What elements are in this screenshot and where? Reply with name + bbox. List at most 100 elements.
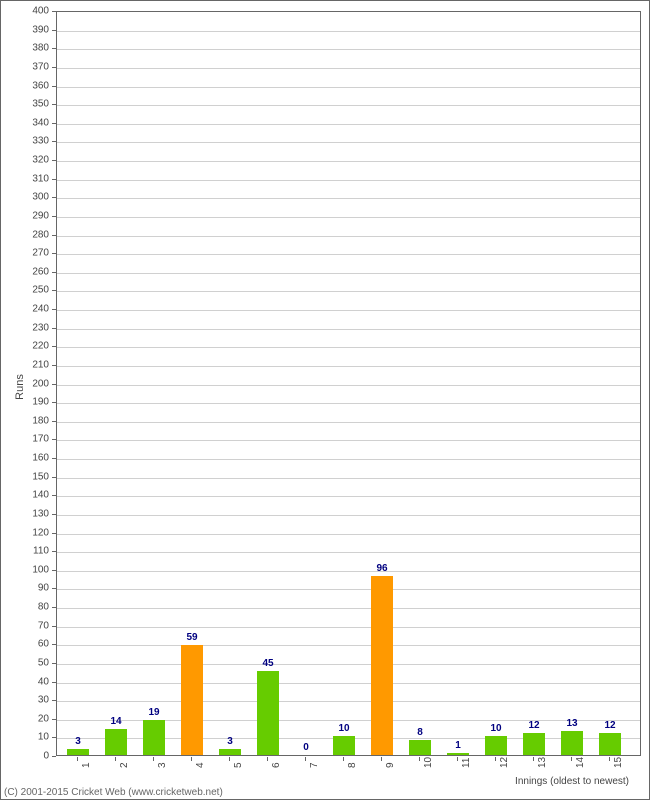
y-tick-mark bbox=[52, 384, 56, 385]
gridline bbox=[57, 589, 640, 590]
bar-value-label: 45 bbox=[262, 658, 273, 669]
chart-container: 3141959345010968110121312 Runs Innings (… bbox=[0, 0, 650, 800]
y-tick-mark bbox=[52, 290, 56, 291]
gridline bbox=[57, 105, 640, 106]
x-tick-label: 6 bbox=[271, 762, 282, 768]
gridline bbox=[57, 422, 640, 423]
y-tick-mark bbox=[52, 48, 56, 49]
y-tick-mark bbox=[52, 141, 56, 142]
y-tick-label: 290 bbox=[32, 210, 49, 221]
gridline bbox=[57, 291, 640, 292]
y-tick-label: 120 bbox=[32, 527, 49, 538]
y-tick-mark bbox=[52, 421, 56, 422]
y-tick-label: 330 bbox=[32, 136, 49, 147]
bar-value-label: 1 bbox=[455, 740, 461, 751]
y-tick-label: 280 bbox=[32, 229, 49, 240]
y-tick-label: 220 bbox=[32, 341, 49, 352]
x-tick-mark bbox=[457, 757, 458, 761]
y-tick-label: 320 bbox=[32, 155, 49, 166]
bar-value-label: 12 bbox=[604, 720, 615, 731]
y-tick-label: 0 bbox=[43, 751, 49, 762]
y-tick-mark bbox=[52, 607, 56, 608]
bar bbox=[181, 645, 203, 755]
y-tick-mark bbox=[52, 551, 56, 552]
y-tick-mark bbox=[52, 588, 56, 589]
y-tick-mark bbox=[52, 197, 56, 198]
x-tick-label: 5 bbox=[233, 762, 244, 768]
x-axis-label: Innings (oldest to newest) bbox=[515, 776, 629, 787]
y-tick-label: 190 bbox=[32, 397, 49, 408]
y-tick-mark bbox=[52, 123, 56, 124]
gridline bbox=[57, 552, 640, 553]
x-tick-mark bbox=[191, 757, 192, 761]
x-tick-label: 7 bbox=[309, 762, 320, 768]
y-tick-mark bbox=[52, 533, 56, 534]
y-tick-mark bbox=[52, 737, 56, 738]
plot-area: 3141959345010968110121312 bbox=[56, 11, 641, 756]
gridline bbox=[57, 236, 640, 237]
y-tick-label: 130 bbox=[32, 508, 49, 519]
bar bbox=[447, 753, 469, 755]
bar-value-label: 10 bbox=[490, 723, 501, 734]
gridline bbox=[57, 534, 640, 535]
gridline bbox=[57, 31, 640, 32]
gridline bbox=[57, 87, 640, 88]
y-tick-label: 140 bbox=[32, 490, 49, 501]
y-tick-mark bbox=[52, 235, 56, 236]
gridline bbox=[57, 329, 640, 330]
y-tick-label: 340 bbox=[32, 117, 49, 128]
y-tick-label: 70 bbox=[38, 620, 49, 631]
x-tick-mark bbox=[153, 757, 154, 761]
x-tick-mark bbox=[495, 757, 496, 761]
y-tick-mark bbox=[52, 477, 56, 478]
bar bbox=[257, 671, 279, 755]
x-tick-mark bbox=[77, 757, 78, 761]
y-tick-label: 300 bbox=[32, 192, 49, 203]
y-tick-label: 250 bbox=[32, 285, 49, 296]
gridline bbox=[57, 701, 640, 702]
x-tick-label: 13 bbox=[537, 757, 548, 768]
y-tick-label: 310 bbox=[32, 173, 49, 184]
y-tick-label: 370 bbox=[32, 61, 49, 72]
y-tick-mark bbox=[52, 402, 56, 403]
y-tick-mark bbox=[52, 756, 56, 757]
x-tick-mark bbox=[305, 757, 306, 761]
y-tick-label: 380 bbox=[32, 43, 49, 54]
gridline bbox=[57, 440, 640, 441]
x-tick-mark bbox=[609, 757, 610, 761]
gridline bbox=[57, 366, 640, 367]
y-tick-label: 390 bbox=[32, 24, 49, 35]
y-tick-mark bbox=[52, 365, 56, 366]
x-tick-label: 2 bbox=[119, 762, 130, 768]
gridline bbox=[57, 273, 640, 274]
y-tick-mark bbox=[52, 514, 56, 515]
y-tick-mark bbox=[52, 346, 56, 347]
gridline bbox=[57, 180, 640, 181]
bar bbox=[599, 733, 621, 755]
y-tick-mark bbox=[52, 216, 56, 217]
y-tick-label: 50 bbox=[38, 657, 49, 668]
y-tick-mark bbox=[52, 495, 56, 496]
y-tick-label: 60 bbox=[38, 639, 49, 650]
bar bbox=[485, 736, 507, 755]
y-tick-mark bbox=[52, 719, 56, 720]
bar bbox=[333, 736, 355, 755]
y-tick-label: 180 bbox=[32, 415, 49, 426]
x-tick-mark bbox=[229, 757, 230, 761]
gridline bbox=[57, 478, 640, 479]
x-tick-mark bbox=[571, 757, 572, 761]
bar-value-label: 10 bbox=[338, 723, 349, 734]
gridline bbox=[57, 49, 640, 50]
y-tick-label: 170 bbox=[32, 434, 49, 445]
gridline bbox=[57, 217, 640, 218]
x-tick-label: 3 bbox=[157, 762, 168, 768]
y-tick-label: 240 bbox=[32, 304, 49, 315]
gridline bbox=[57, 124, 640, 125]
y-tick-label: 20 bbox=[38, 713, 49, 724]
gridline bbox=[57, 608, 640, 609]
y-tick-label: 360 bbox=[32, 80, 49, 91]
bar-value-label: 0 bbox=[303, 742, 309, 753]
y-tick-mark bbox=[52, 179, 56, 180]
bar-value-label: 13 bbox=[566, 718, 577, 729]
y-tick-mark bbox=[52, 67, 56, 68]
